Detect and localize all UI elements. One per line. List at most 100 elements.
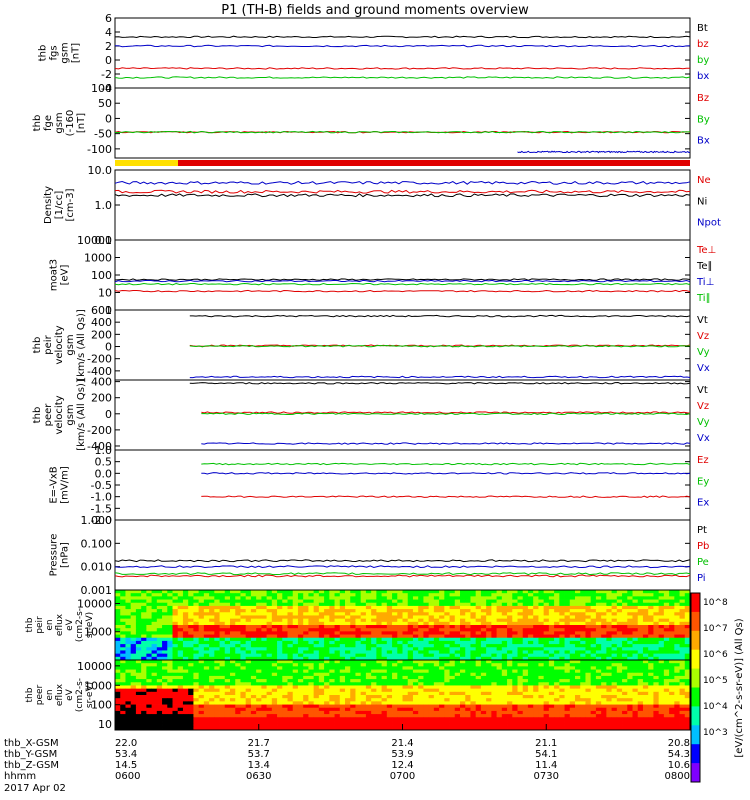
spec-cell [345,717,351,721]
spec-cell [423,685,430,690]
spec-cell [648,593,654,597]
spec-cell [365,596,372,600]
spec-cell [339,704,346,709]
spec-cell [402,669,409,674]
spec-cell [684,679,691,683]
spec-cell [402,609,409,613]
spec-cell [454,672,461,677]
spec-cell [569,653,576,658]
spec-cell [412,663,419,667]
spec-cell [575,685,581,690]
spec-cell [507,647,513,651]
spec-cell [439,650,445,655]
spec-cell [439,663,445,667]
spec-cell [559,605,565,610]
spec-cell [412,704,419,709]
spec-cell [339,647,346,651]
spec-cell [360,615,367,620]
spec-cell [590,698,597,702]
spec-cell [622,609,628,613]
spec-cell [230,666,236,670]
spec-cell [475,717,482,721]
spec-cell [679,618,686,623]
spec-cell [282,593,288,597]
spec-cell [575,717,581,721]
spec-cell [465,602,471,607]
spec-cell [245,656,252,661]
spec-cell [203,669,210,674]
spec-cell [433,707,440,712]
spec-cell [386,666,393,670]
spec-cell [517,675,524,680]
spec-cell [439,612,445,616]
spec-cell [381,602,388,607]
spec-cell [282,602,288,607]
spec-cell [444,637,450,642]
spec-cell [684,666,691,670]
legend-pressure-1: Pb [697,541,709,552]
spec-cell [569,656,576,661]
spec-cell [386,590,393,594]
spec-cell [209,621,215,626]
spec-cell [449,653,456,658]
spec-cell [496,723,503,728]
spec-cell [580,615,586,620]
spec-cell [444,621,450,626]
spec-cell [480,618,487,623]
spec-cell [679,650,686,655]
spec-cell [423,653,430,658]
spec-cell [287,679,294,683]
spec-cell [480,650,487,655]
spec-cell [230,669,236,674]
spec-cell [334,612,341,616]
spec-cell [146,590,152,594]
spec-cell [345,656,351,661]
spec-cell [627,666,633,670]
spec-cell [256,682,262,686]
spec-cell [365,710,372,715]
spec-cell [538,618,545,623]
spec-cell [287,691,294,696]
spec-cell [627,602,633,607]
spec-cell [277,701,283,705]
spec-cell [203,644,210,648]
spec-cell [501,714,508,718]
spec-cell [684,596,691,600]
spec-cell [182,590,189,594]
spec-cell [412,666,419,670]
spec-cell [303,691,309,696]
spec-cell [261,618,267,623]
spec-cell [386,698,393,702]
spec-cell [209,663,215,667]
spec-cell [669,653,675,658]
spec-cell [684,660,691,664]
spec-cell [282,605,288,610]
spec-cell [371,650,377,655]
spec-cell [365,656,372,661]
spec-cell [580,605,586,610]
spec-cell [433,656,440,661]
spec-cell [486,669,492,674]
spec-cell [543,628,550,632]
spec-cell [318,679,325,683]
spec-cell [444,698,450,702]
spec-cell [240,669,247,674]
spec-cell [250,669,257,674]
spec-cell [475,710,482,715]
spec-cell [428,596,435,600]
spec-cell [188,682,194,686]
spec-cell [622,612,628,616]
spec-cell [433,644,440,648]
spec-cell [219,688,226,693]
spec-cell [167,688,173,693]
spec-cell [334,663,341,667]
spec-cell [141,653,147,658]
spec-cell [522,647,529,651]
spec-cell [214,701,220,705]
spec-cell [449,707,456,712]
spec-cell [130,714,137,718]
spec-cell [381,590,388,594]
spec-cell [141,644,147,648]
spec-cell [224,653,231,658]
